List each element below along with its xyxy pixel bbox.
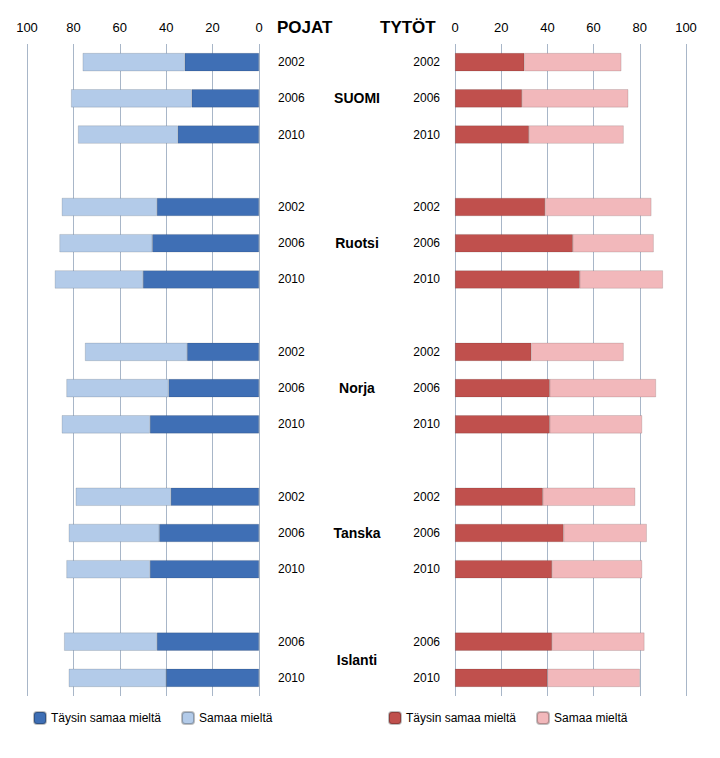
svg-text:2006: 2006	[278, 381, 305, 395]
svg-text:TYTÖT: TYTÖT	[380, 18, 436, 37]
svg-text:2006: 2006	[413, 381, 440, 395]
svg-text:Islanti: Islanti	[337, 652, 377, 668]
svg-text:20: 20	[494, 20, 508, 35]
svg-text:2002: 2002	[413, 55, 440, 69]
svg-text:2002: 2002	[278, 345, 305, 359]
svg-text:2006: 2006	[278, 236, 305, 250]
svg-text:20: 20	[205, 20, 219, 35]
svg-text:2010: 2010	[278, 671, 305, 685]
svg-text:2010: 2010	[278, 417, 305, 431]
svg-text:2010: 2010	[413, 128, 440, 142]
svg-text:2010: 2010	[413, 562, 440, 576]
svg-text:2002: 2002	[278, 200, 305, 214]
svg-text:2010: 2010	[413, 272, 440, 286]
svg-text:2002: 2002	[413, 490, 440, 504]
svg-text:2006: 2006	[278, 91, 305, 105]
svg-text:Tanska: Tanska	[333, 525, 380, 541]
svg-text:2010: 2010	[278, 272, 305, 286]
svg-text:2006: 2006	[413, 236, 440, 250]
svg-text:80: 80	[633, 20, 647, 35]
svg-text:SUOMI: SUOMI	[334, 90, 380, 106]
svg-text:2010: 2010	[278, 562, 305, 576]
svg-text:POJAT: POJAT	[277, 18, 333, 37]
svg-text:2010: 2010	[413, 417, 440, 431]
svg-text:Ruotsi: Ruotsi	[335, 235, 379, 251]
svg-text:Täysin samaa mieltä: Täysin samaa mieltä	[406, 711, 516, 725]
svg-text:2002: 2002	[413, 200, 440, 214]
svg-text:0: 0	[451, 20, 458, 35]
svg-text:80: 80	[66, 20, 80, 35]
svg-text:2006: 2006	[413, 91, 440, 105]
svg-text:Samaa mieltä: Samaa mieltä	[554, 711, 628, 725]
svg-text:0: 0	[255, 20, 262, 35]
svg-text:2002: 2002	[278, 55, 305, 69]
svg-text:2006: 2006	[278, 635, 305, 649]
svg-text:2010: 2010	[278, 128, 305, 142]
svg-text:2010: 2010	[413, 671, 440, 685]
svg-text:40: 40	[159, 20, 173, 35]
svg-text:Samaa mieltä: Samaa mieltä	[199, 711, 273, 725]
svg-text:100: 100	[16, 20, 38, 35]
svg-text:40: 40	[540, 20, 554, 35]
svg-text:2002: 2002	[413, 345, 440, 359]
svg-text:2006: 2006	[413, 526, 440, 540]
svg-text:2006: 2006	[278, 526, 305, 540]
svg-text:2002: 2002	[278, 490, 305, 504]
svg-text:60: 60	[113, 20, 127, 35]
svg-text:Norja: Norja	[339, 380, 375, 396]
svg-text:2006: 2006	[413, 635, 440, 649]
svg-text:60: 60	[586, 20, 600, 35]
svg-text:100: 100	[675, 20, 697, 35]
svg-text:Täysin samaa mieltä: Täysin samaa mieltä	[51, 711, 161, 725]
